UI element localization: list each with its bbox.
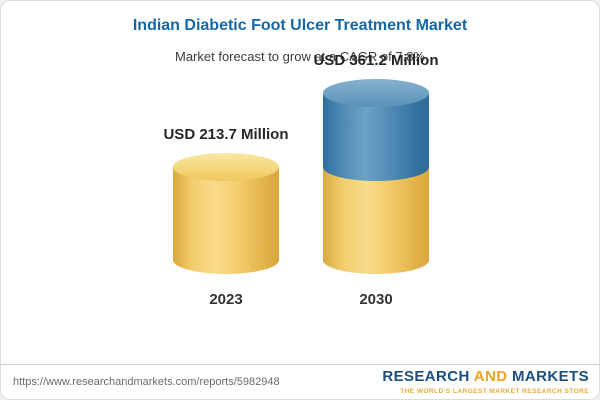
chart-title: Indian Diabetic Foot Ulcer Treatment Mar… [132, 17, 468, 34]
cylinder-2023 [173, 153, 279, 274]
cylinder-2023-top [173, 153, 279, 181]
plot-area: USD 213.7 Million 2023 USD 361.2 Million… [1, 1, 599, 364]
value-label-2030: USD 361.2 Million [313, 52, 439, 69]
logo-word-and: AND [473, 368, 508, 385]
cylinder-2023-body [173, 167, 279, 274]
chart-subtitle: Market forecast to grow at a CAGR of 7.8… [175, 49, 425, 64]
cylinder-2030-growth-segment [323, 93, 429, 181]
logo-word-research: RESEARCH [382, 368, 470, 385]
report-url: https://www.researchandmarkets.com/repor… [13, 376, 280, 388]
researchandmarkets-logo: RESEARCH AND MARKETS THE WORLD’S LARGEST… [382, 368, 589, 395]
footer: https://www.researchandmarkets.com/repor… [1, 364, 599, 399]
logo-wordmark: RESEARCH AND MARKETS [382, 368, 589, 386]
axis-label-2030: 2030 [359, 291, 393, 308]
logo-tagline: THE WORLD’S LARGEST MARKET RESEARCH STOR… [400, 387, 589, 395]
axis-label-2023: 2023 [209, 291, 243, 308]
logo-word-markets: MARKETS [512, 368, 589, 385]
value-label-2023: USD 213.7 Million [163, 126, 289, 143]
cylinder-2030-top [323, 79, 429, 107]
cylinder-2030 [323, 79, 429, 274]
